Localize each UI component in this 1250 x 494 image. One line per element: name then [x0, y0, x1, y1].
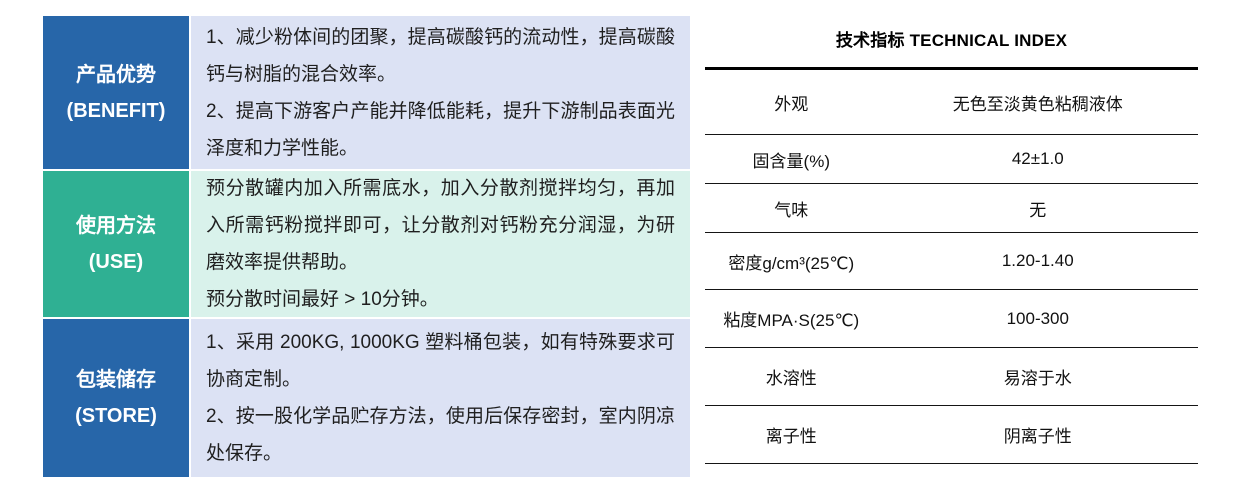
spec-value: 无: [1029, 200, 1047, 220]
table-row-store: 包装储存 (STORE) 1、采用 200KG, 1000KG 塑料桶包装，如有…: [43, 319, 690, 477]
spec-row-odor: 气味 无: [705, 184, 1198, 233]
spec-label: 气味: [774, 200, 809, 220]
row-header-cn: 包装储存: [76, 369, 156, 391]
content-paragraph: 2、提高下游客户产能并降低能耗，提升下游制品表面光泽度和力学性能。: [206, 100, 675, 159]
row-header-cn: 产品优势: [76, 63, 156, 86]
spec-value: 无色至淡黄色粘稠液体: [952, 94, 1123, 114]
row-header-use: 使用方法 (USE): [43, 171, 189, 317]
spec-value: 易溶于水: [1003, 369, 1072, 388]
content-paragraph: 1、采用 200KG, 1000KG 塑料桶包装，如有特殊要求可协商定制。: [206, 332, 675, 390]
row-header-benefit: 产品优势 (BENEFIT): [43, 16, 189, 169]
content-paragraph: 2、按一股化学品贮存方法，使用后保存密封，室内阴凉处保存。: [206, 406, 675, 464]
spec-label: 水溶性: [765, 369, 817, 388]
spec-value: 阴离子性: [1003, 427, 1072, 446]
table-row-benefit: 产品优势 (BENEFIT) 1、减少粉体间的团聚，提高碳酸钙的流动性，提高碳酸…: [43, 16, 690, 169]
spec-row-water-solubility: 水溶性 易溶于水: [705, 348, 1198, 406]
spec-label: 密度g/cm³(25℃): [728, 253, 855, 273]
content-paragraph: 预分散时间最好 > 10分钟。: [206, 289, 439, 310]
spec-row-viscosity: 粘度MPA·S(25℃) 100-300: [705, 290, 1198, 348]
content-paragraph: 1、减少粉体间的团聚，提高碳酸钙的流动性，提高碳酸钙与树脂的混合效率。: [206, 26, 675, 85]
row-header-cn: 使用方法: [76, 215, 156, 237]
content-paragraph: 预分散罐内加入所需底水，加入分散剂搅拌均匀，再加入所需钙粉搅拌即可，让分散剂对钙…: [206, 178, 675, 273]
row-content-benefit: 1、减少粉体间的团聚，提高碳酸钙的流动性，提高碳酸钙与树脂的混合效率。 2、提高…: [191, 16, 690, 169]
technical-index-title: 技术指标 TECHNICAL INDEX: [835, 31, 1068, 50]
spec-label: 粘度MPA·S(25℃): [723, 311, 860, 330]
row-header-en: (BENEFIT): [66, 99, 166, 122]
spec-row-ionicity: 离子性 阴离子性: [705, 406, 1198, 464]
row-content-use: 预分散罐内加入所需底水，加入分散剂搅拌均匀，再加入所需钙粉搅拌即可，让分散剂对钙…: [191, 171, 690, 317]
spec-label: 固含量(%): [752, 151, 830, 171]
row-header-en: (USE): [88, 251, 144, 273]
spec-value: 42±1.0: [1011, 149, 1064, 168]
product-info-table: 产品优势 (BENEFIT) 1、减少粉体间的团聚，提高碳酸钙的流动性，提高碳酸…: [43, 16, 690, 477]
spec-row-solid-content: 固含量(%) 42±1.0: [705, 135, 1198, 184]
spec-row-density: 密度g/cm³(25℃) 1.20-1.40: [705, 233, 1198, 290]
technical-index-table: 技术指标 TECHNICAL INDEX 外观 无色至淡黄色粘稠液体 固含量(%…: [705, 20, 1198, 464]
spec-label: 离子性: [765, 427, 817, 446]
technical-index-rows: 外观 无色至淡黄色粘稠液体 固含量(%) 42±1.0 气味 无 密度g/cm³…: [705, 67, 1198, 464]
row-header-store: 包装储存 (STORE): [43, 319, 189, 477]
spec-label: 外观: [774, 94, 809, 114]
row-header-en: (STORE): [75, 405, 157, 427]
spec-row-appearance: 外观 无色至淡黄色粘稠液体: [705, 70, 1198, 135]
spec-value: 100-300: [1006, 308, 1069, 328]
spec-value: 1.20-1.40: [1001, 251, 1074, 270]
table-row-use: 使用方法 (USE) 预分散罐内加入所需底水，加入分散剂搅拌均匀，再加入所需钙粉…: [43, 171, 690, 317]
row-content-store: 1、采用 200KG, 1000KG 塑料桶包装，如有特殊要求可协商定制。 2、…: [191, 319, 690, 477]
